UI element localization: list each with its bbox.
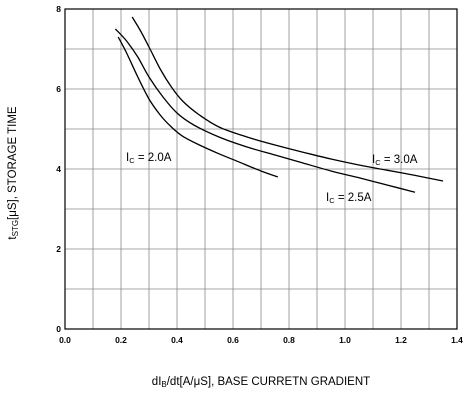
y-axis-label: tSTG[μS], STORAGE TIME [7,106,20,240]
x-tick-label: 0.8 [283,335,295,345]
y-tick-label: 8 [56,4,61,14]
curve-label-ic-2-0a: IC = 2.0A [126,152,172,165]
y-tick-label: 6 [56,84,61,94]
y-tick-labels: 0 2 4 6 8 [56,4,61,334]
x-tick-label: 1.0 [339,335,351,345]
y-tick-label: 2 [56,244,61,254]
x-tick-label: 1.2 [395,335,407,345]
curve-ic-2-0a [117,36,279,178]
x-tick-label: 0.6 [227,335,239,345]
plot-frame [64,8,458,330]
x-axis-label: dIB/dt[A/μS], BASE CURRETN GRADIENT [152,376,370,389]
curve-label-ic-2-5a: IC = 2.5A [326,192,372,205]
y-tick-label: 0 [56,324,61,334]
y-tick-label: 4 [56,164,61,174]
x-tick-label: 0.2 [115,335,127,345]
curves [114,16,444,193]
grid [65,9,457,329]
curve-label-ic-3-0a: IC = 3.0A [372,154,418,167]
curve-ic-2-5a [114,28,416,193]
curve-ic-3-0a [131,16,444,182]
x-tick-label: 1.4 [451,335,463,345]
x-tick-labels: 0.0 0.2 0.4 0.6 0.8 1.0 1.2 1.4 [59,335,463,345]
x-tick-label: 0.4 [171,335,183,345]
x-tick-label: 0.0 [59,335,71,345]
